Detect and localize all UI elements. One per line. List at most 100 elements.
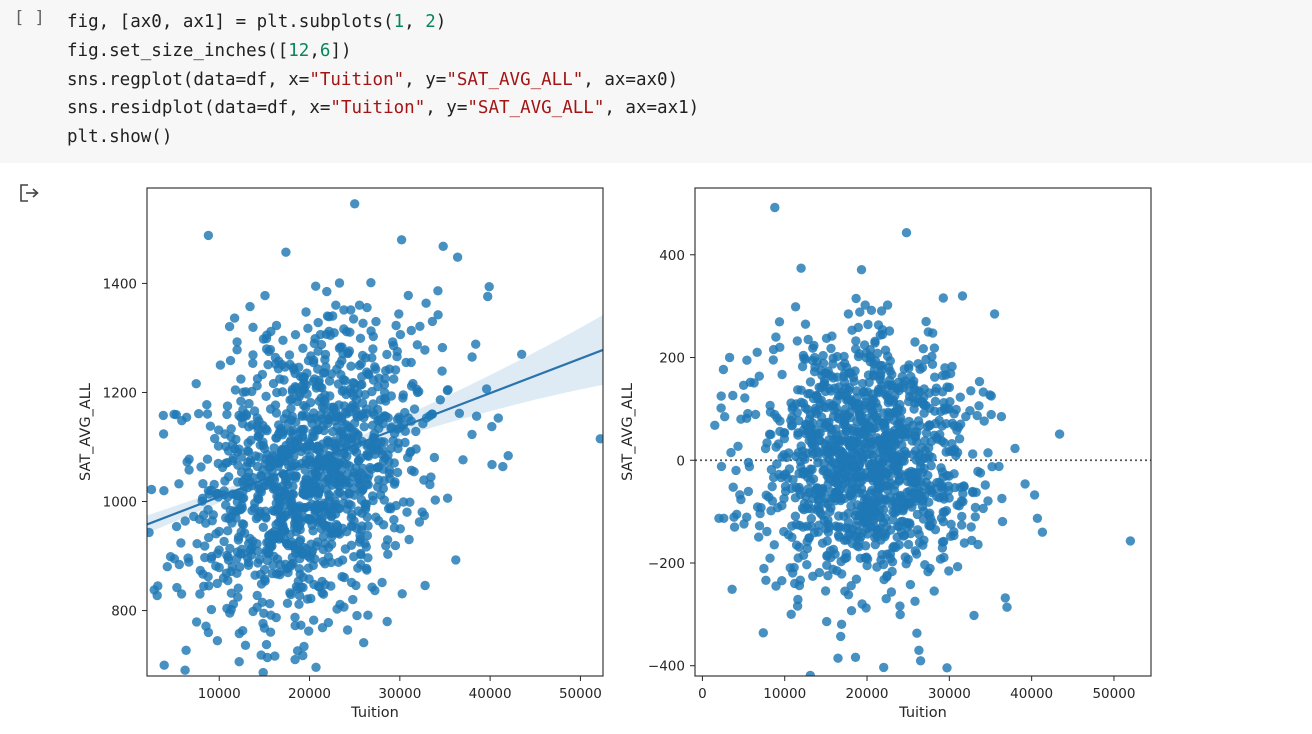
code-token: plt.show() [67,127,173,148]
scatter-point [258,334,269,344]
scatter-point [793,385,803,395]
plot-area [695,202,1151,676]
scatter-point [855,412,865,422]
scatter-point [392,467,403,478]
scatter-point [932,434,942,444]
scatter-point [291,516,301,527]
scatter-point [878,439,888,449]
scatter-point [419,510,430,521]
scatter-point [317,472,327,482]
scatter-point [720,412,730,422]
scatter-point [426,472,436,482]
scatter-point [758,628,768,638]
scatter-point [351,463,361,473]
scatter-point [959,481,969,491]
code-cell[interactable]: [ ] fig, [ax0, ax1] = plt.subplots(1, 2)… [0,0,1312,163]
x-tick-label: 20000 [846,686,889,702]
scatter-point [363,610,373,620]
scatter-point [883,351,893,361]
scatter-point [290,654,300,665]
scatter-point [326,512,337,522]
scatter-point [263,360,273,370]
y-tick-label: −400 [648,659,685,675]
scatter-point [874,477,885,488]
scatter-point [290,612,300,622]
scatter-point [275,374,285,384]
scatter-point [875,330,885,340]
scatter-point [211,529,221,539]
scatter-point [908,493,918,504]
code-editor[interactable]: fig, [ax0, ax1] = plt.subplots(1, 2) fig.… [67,8,699,152]
scatter-point [236,374,246,384]
scatter-point [288,425,298,436]
scatter-point [882,300,893,310]
scatter-point [172,582,182,593]
scatter-point [334,400,344,410]
scatter-point [832,471,842,482]
scatter-point [212,636,223,646]
scatter-point [749,378,759,388]
code-line: fig, [ax0, ax1] = plt.subplots(1, 2) [67,8,699,37]
scatter-point [310,486,320,496]
scatter-point [225,543,235,554]
scatter-point [839,372,849,382]
scatter-point [252,590,262,601]
scatter-point [202,400,212,410]
scatter-point [352,610,362,621]
scatter-point [912,628,922,638]
scatter-point [362,565,372,575]
scatter-point [742,413,752,423]
scatter-point [194,409,204,419]
scatter-point [236,396,246,406]
scatter-point [337,355,347,366]
scatter-point [268,560,278,570]
scatter-point [782,473,793,483]
scatter-point [438,241,448,251]
scatter-point [406,381,417,391]
scatter-point [923,470,933,481]
scatter-point [414,386,424,397]
scatter-point [870,338,880,348]
scatter-point [242,553,253,563]
x-tick-label: 0 [698,686,707,702]
scatter-point [278,469,288,479]
scatter-point [339,385,349,395]
output-arrow-icon[interactable] [18,182,42,204]
scatter-point [253,712,262,721]
code-token: "Tuition" [330,98,426,119]
scatter-point [937,387,948,397]
scatter-point [770,202,780,213]
scatter-point [909,404,919,414]
x-tick-label: 10000 [198,686,241,702]
run-cell-button[interactable]: [ ] [14,8,45,28]
code-token: , y= [404,69,447,90]
scatter-point [303,563,314,573]
scatter-point [836,556,846,567]
scatter-point [255,554,265,564]
scatter-point [223,526,233,536]
scatter-point [973,466,983,477]
scatter-point [290,330,301,340]
scatter-point [260,506,270,516]
plot-area [147,199,603,721]
scatter-point [821,402,831,413]
scatter-point [710,420,720,430]
scatter-point [809,340,819,351]
scatter-point [1029,490,1040,500]
scatter-point [391,500,401,511]
scatter-point [957,511,967,522]
scatter-point [983,448,993,458]
scatter-point [754,521,765,531]
code-token: sns.regplot(data=df, x= [67,69,310,90]
scatter-point [255,429,265,439]
scatter-point [881,594,891,604]
scatter-point [840,493,850,503]
scatter-point [213,441,224,451]
scatter-point [359,413,369,423]
scatter-point [220,476,230,486]
scatter-point [230,444,240,454]
scatter-point [821,524,831,534]
scatter-point [159,660,169,670]
code-token: , y= [425,98,468,119]
scatter-point [938,517,949,527]
